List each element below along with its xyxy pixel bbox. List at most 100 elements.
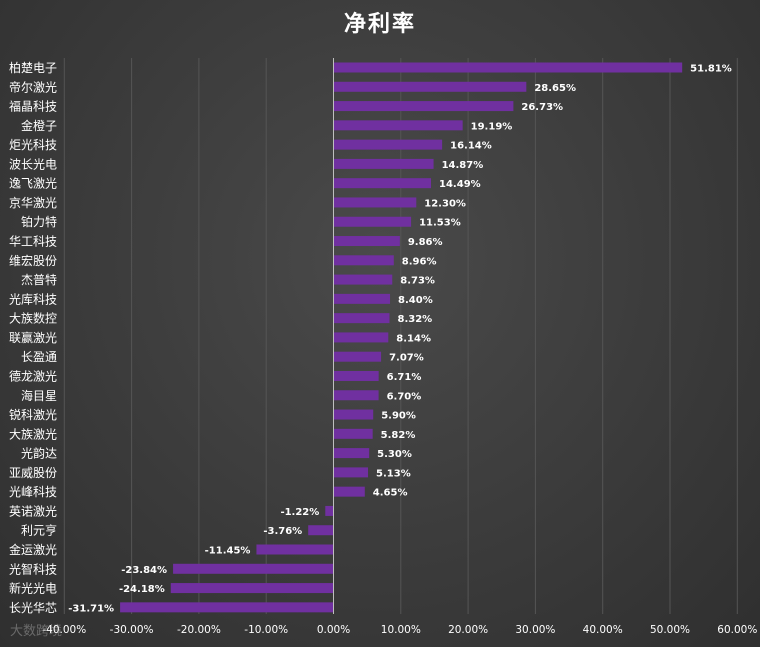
data-label: 19.19% xyxy=(471,121,513,132)
bar xyxy=(333,428,373,439)
data-label: -1.22% xyxy=(280,507,319,518)
x-tick-label: 40.00% xyxy=(583,624,623,636)
bar xyxy=(333,158,434,169)
x-tick-label: 30.00% xyxy=(515,624,555,636)
category-label: 光库科技 xyxy=(9,291,57,306)
bar xyxy=(333,216,412,227)
category-label: 波长光电 xyxy=(9,157,57,171)
bar xyxy=(333,448,370,459)
bar xyxy=(333,120,463,131)
x-tick-label: 50.00% xyxy=(650,624,690,636)
data-label: 14.87% xyxy=(442,160,484,171)
category-label: 锐科激光 xyxy=(9,408,57,422)
category-label: 光韵达 xyxy=(21,446,57,461)
bar xyxy=(333,370,379,381)
category-label: 大族激光 xyxy=(9,427,57,441)
category-label: 光智科技 xyxy=(9,561,57,576)
category-labels: 柏楚电子帝尔激光福晶科技金橙子炬光科技波长光电逸飞激光京华激光铂力特华工科技维宏… xyxy=(9,60,57,615)
data-label: 5.13% xyxy=(376,468,411,479)
x-tick-label: 20.00% xyxy=(448,624,488,636)
bar xyxy=(333,62,683,73)
x-tick-label: -10.00% xyxy=(244,624,288,636)
category-label: 逸飞激光 xyxy=(9,177,57,191)
bar xyxy=(173,563,334,574)
x-axis-tick-labels: -40.00% -30.00% -20.00% -10.00% 0.00% 10.00% 2… xyxy=(42,624,757,636)
x-tick-label: -20.00% xyxy=(177,624,221,636)
category-label: 长光华芯 xyxy=(9,601,57,615)
bar xyxy=(333,101,514,112)
chart-title: 净利率 xyxy=(343,12,416,37)
data-label: 8.40% xyxy=(398,295,433,306)
bar xyxy=(333,351,382,362)
data-label: -24.18% xyxy=(119,584,165,595)
category-label: 炬光科技 xyxy=(9,138,57,152)
bar xyxy=(333,486,365,497)
category-label: 英诺激光 xyxy=(9,504,57,518)
data-label: 16.14% xyxy=(450,141,492,152)
gridlines xyxy=(63,58,738,614)
data-label: 5.90% xyxy=(381,411,416,422)
x-tick-label: 10.00% xyxy=(381,624,421,636)
data-label: 51.81% xyxy=(690,64,732,75)
data-labels: 51.81% 28.65% 26.73% 19.19% 16.14% 14.87% 14.4… xyxy=(68,64,732,615)
x-tick-label: -40.00% xyxy=(42,624,86,636)
category-label: 维宏股份 xyxy=(9,253,57,268)
data-label: 28.65% xyxy=(534,83,576,94)
data-label: 8.73% xyxy=(400,276,435,287)
data-label: -31.71% xyxy=(68,603,114,614)
data-label: 26.73% xyxy=(521,102,563,113)
category-label: 帝尔激光 xyxy=(9,79,57,94)
bar xyxy=(333,178,432,189)
bar xyxy=(170,583,334,594)
category-label: 华工科技 xyxy=(9,235,57,249)
data-label: 7.07% xyxy=(389,353,424,364)
category-label: 杰普特 xyxy=(21,272,57,287)
category-label: 光峰科技 xyxy=(9,485,57,499)
data-label: 4.65% xyxy=(373,488,408,499)
bar xyxy=(333,255,394,266)
category-label: 亚威股份 xyxy=(9,466,57,480)
bar xyxy=(333,467,369,478)
bar xyxy=(333,409,374,420)
bar xyxy=(256,544,334,555)
x-tick-label: 0.00% xyxy=(317,624,350,636)
bar xyxy=(333,274,393,285)
category-label: 德龙激光 xyxy=(9,368,57,383)
bar xyxy=(308,525,334,536)
bar xyxy=(333,293,391,304)
category-label: 铂力特 xyxy=(21,214,57,229)
data-label: 12.30% xyxy=(424,198,466,209)
category-label: 新光光电 xyxy=(9,581,57,596)
data-label: 9.86% xyxy=(408,237,443,248)
data-label: 8.14% xyxy=(396,333,431,344)
category-label: 福晶科技 xyxy=(9,99,57,114)
bar xyxy=(120,602,334,613)
category-label: 利元亨 xyxy=(21,523,57,538)
bar xyxy=(333,332,389,343)
category-label: 联赢激光 xyxy=(9,330,57,345)
category-label: 金运激光 xyxy=(9,542,57,557)
category-label: 金橙子 xyxy=(21,118,57,133)
category-label: 柏楚电子 xyxy=(9,60,57,75)
bar xyxy=(333,139,443,150)
bar xyxy=(333,197,417,208)
bar xyxy=(333,390,379,401)
category-label: 大族数控 xyxy=(9,311,57,326)
category-label: 海目星 xyxy=(21,388,57,403)
watermark: 大数跨境 xyxy=(10,624,63,639)
bar xyxy=(333,81,527,92)
data-label: 5.82% xyxy=(381,430,416,441)
data-label: 5.30% xyxy=(377,449,412,460)
bar xyxy=(333,313,390,324)
data-label: -23.84% xyxy=(121,565,167,576)
data-label: 11.53% xyxy=(419,218,461,229)
data-label: 6.70% xyxy=(387,391,422,402)
category-label: 京华激光 xyxy=(9,196,57,210)
data-label: 14.49% xyxy=(439,179,481,190)
data-label: -3.76% xyxy=(263,526,302,537)
bars xyxy=(120,62,683,613)
data-label: -11.45% xyxy=(205,546,251,557)
category-label: 长盈通 xyxy=(21,350,57,364)
data-label: 6.71% xyxy=(387,372,422,383)
